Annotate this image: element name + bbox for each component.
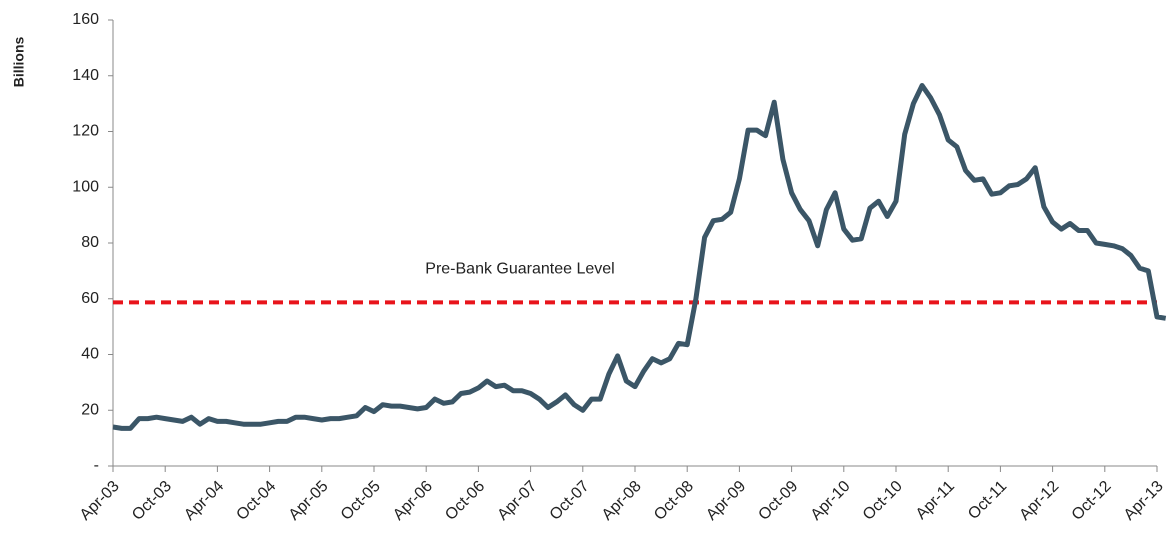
y-tick-label: 140 [72, 67, 99, 84]
x-tick-label: Oct-04 [233, 478, 279, 524]
y-tick-label: 60 [81, 290, 99, 307]
x-tick-label: Apr-12 [1016, 478, 1062, 524]
x-tick-label: Oct-12 [1069, 478, 1115, 524]
x-tick-label: Oct-06 [442, 478, 488, 524]
y-tick-label: 80 [81, 234, 99, 251]
y-tick-label: 20 [81, 401, 99, 418]
x-tick-label: Oct-08 [651, 478, 697, 524]
x-tick-label: Apr-04 [181, 478, 227, 524]
x-tick-label: Oct-07 [547, 478, 593, 524]
y-tick-label: 40 [81, 346, 99, 363]
x-tick-label: Apr-03 [77, 478, 123, 524]
y-tick-label: 100 [72, 178, 99, 195]
x-tick-label: Apr-10 [808, 478, 854, 524]
x-tick-label: Apr-06 [390, 478, 436, 524]
x-tick-label: Oct-03 [129, 478, 175, 524]
x-tick-label: Apr-07 [494, 478, 540, 524]
x-tick-label: Oct-09 [755, 478, 801, 524]
y-tick-label: 120 [72, 123, 99, 140]
x-tick-label: Apr-05 [286, 478, 332, 524]
x-tick-label: Apr-13 [1121, 478, 1167, 524]
y-tick-label: 160 [72, 11, 99, 28]
x-tick-label: Oct-10 [860, 478, 906, 524]
reference-label: Pre-Bank Guarantee Level [425, 261, 614, 278]
x-tick-label: Oct-11 [965, 478, 1010, 523]
y-axis-label: Billions [11, 37, 27, 88]
series-line [112, 83, 1167, 431]
x-tick-label: Apr-08 [599, 478, 645, 524]
y-tick-label: - [94, 457, 99, 474]
x-tick-label: Apr-09 [703, 478, 749, 524]
x-tick-label: Apr-11 [913, 478, 958, 523]
x-tick-label: Oct-05 [338, 478, 384, 524]
